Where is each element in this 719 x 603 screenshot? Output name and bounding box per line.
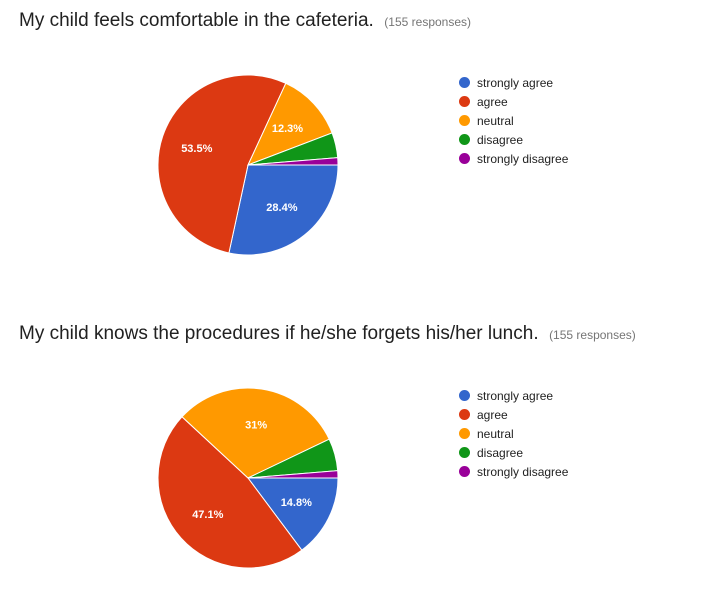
legend-swatch [459, 153, 470, 164]
chart-header: My child feels comfortable in the cafete… [19, 10, 471, 32]
legend-swatch [459, 409, 470, 420]
slice-label-neutral: 31% [245, 420, 267, 432]
legend-label: neutral [477, 113, 514, 128]
pie-slice-neutral[interactable] [181, 387, 330, 479]
chart-title: My child feels comfortable in the cafete… [19, 10, 374, 31]
legend-swatch [459, 390, 470, 401]
slice-label-agree: 47.1% [192, 509, 223, 521]
pie-slice-neutral[interactable] [247, 82, 333, 166]
legend-swatch [459, 134, 470, 145]
legend-label: agree [477, 407, 508, 422]
slice-label-neutral: 12.3% [272, 123, 303, 135]
legend-item-neutral[interactable]: neutral [459, 424, 568, 443]
legend-swatch [459, 96, 470, 107]
pie-chart: 14.8% 47.1% 31% [157, 387, 339, 569]
legend-item-neutral[interactable]: neutral [459, 111, 568, 130]
pie-slice-strongly-disagree[interactable] [247, 470, 339, 479]
legend-swatch [459, 115, 470, 126]
legend-label: strongly agree [477, 388, 554, 403]
slice-label-strongly-agree: 14.8% [281, 497, 312, 509]
legend-item-strongly-agree[interactable]: strongly agree [459, 386, 568, 405]
legend-item-strongly-agree[interactable]: strongly agree [459, 73, 568, 92]
legend-item-disagree[interactable]: disagree [459, 443, 568, 462]
legend-label: strongly agree [477, 75, 554, 90]
pie-slice-agree[interactable] [157, 74, 287, 254]
legend-item-strongly-disagree[interactable]: strongly disagree [459, 462, 568, 481]
legend: strongly agree agree neutral disagree strong… [459, 73, 568, 168]
legend-label: strongly disagree [477, 464, 569, 479]
legend-label: agree [477, 94, 508, 109]
legend-item-disagree[interactable]: disagree [459, 130, 568, 149]
legend-label: neutral [477, 426, 514, 441]
slice-label-strongly-agree: 28.4% [266, 202, 297, 214]
response-count: (155 responses) [384, 15, 472, 29]
pie-slice-strongly-agree[interactable] [228, 164, 339, 256]
legend-swatch [459, 466, 470, 477]
legend: strongly agree agree neutral disagree strong… [459, 386, 568, 481]
legend-swatch [459, 447, 470, 458]
chart-title: My child knows the procedures if he/she … [19, 323, 539, 344]
legend-item-agree[interactable]: agree [459, 92, 568, 111]
slice-label-agree: 53.5% [181, 143, 212, 155]
pie-slice-agree[interactable] [157, 416, 303, 569]
legend-label: disagree [477, 445, 524, 460]
chart-card-cafeteria: My child feels comfortable in the cafete… [0, 0, 719, 290]
chart-header: My child knows the procedures if he/she … [19, 323, 636, 345]
pie-slice-strongly-disagree[interactable] [247, 157, 339, 166]
chart-card-lunch-procedures: My child knows the procedures if he/she … [0, 313, 719, 603]
pie-chart: 28.4% 53.5% 12.3% [157, 74, 339, 256]
legend-swatch [459, 77, 470, 88]
legend-swatch [459, 428, 470, 439]
legend-label: strongly disagree [477, 151, 569, 166]
legend-item-strongly-disagree[interactable]: strongly disagree [459, 149, 568, 168]
legend-item-agree[interactable]: agree [459, 405, 568, 424]
legend-label: disagree [477, 132, 524, 147]
pie-slice-strongly-agree[interactable] [247, 477, 339, 551]
response-count: (155 responses) [549, 328, 636, 342]
